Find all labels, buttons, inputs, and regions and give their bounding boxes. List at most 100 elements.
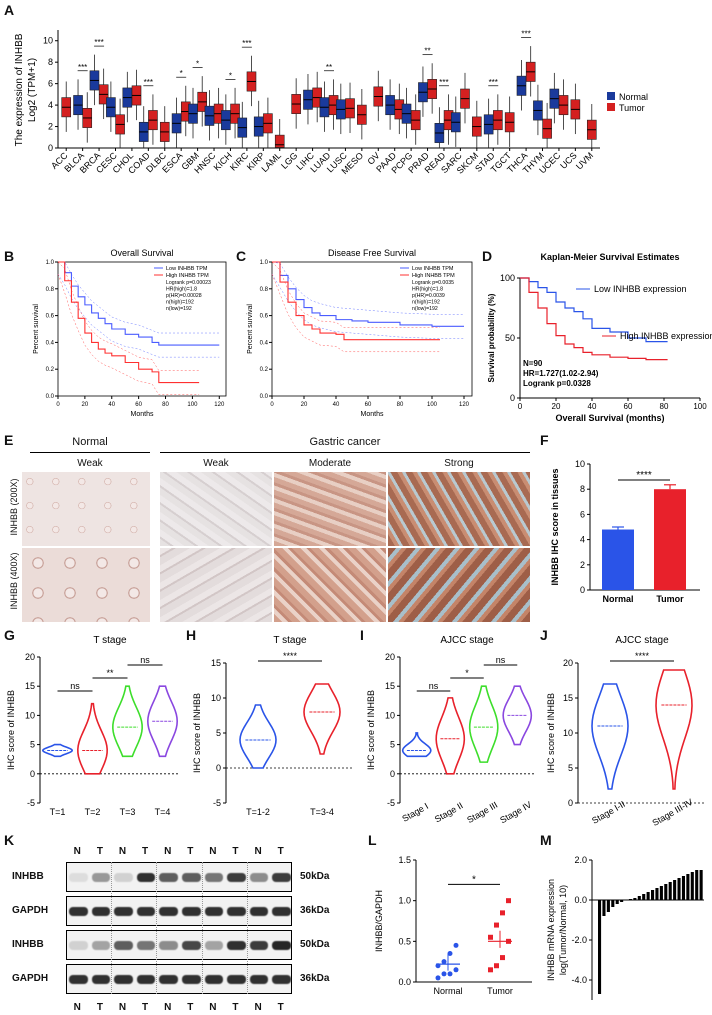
d-stat: Logrank p=0.0328 [523, 379, 591, 388]
chartC-stat: n(high)=192 [412, 300, 440, 306]
f-x-tick-label: Tumor [656, 594, 684, 604]
k-lane-label-bottom: T [232, 1002, 239, 1013]
l-point-tumor [488, 934, 493, 940]
chartG-x-tick-label: T=3 [120, 807, 136, 817]
k-lane-label-top: N [73, 846, 81, 857]
d-y-tick-label: 0 [510, 393, 515, 403]
chartC-ci-lower [271, 273, 440, 353]
chartI-sig-label: * [465, 668, 469, 678]
k-band [204, 873, 224, 882]
chartI-y-tick-label: 0 [390, 769, 395, 779]
k-row-label: GAPDH [12, 973, 49, 984]
a-y-tick-label: 10 [43, 36, 53, 46]
chartJ-y-tick-label: 10 [563, 728, 573, 738]
chartC-stat: p(HR)=0.0039 [412, 293, 445, 299]
chartB-x-tick-label: 80 [162, 402, 169, 408]
l-point-tumor [506, 898, 511, 904]
chartH-violin-0 [239, 704, 277, 769]
chartC-x-tick-label: 40 [333, 402, 340, 408]
e-row-label-wrap: INHBB (200X) [6, 474, 22, 546]
chart-d-km: Kaplan-Meier Survival Estimates 0 50 100 0 20… [487, 252, 712, 423]
m-bar [690, 872, 694, 900]
chartJ-y-tick-label: 20 [563, 658, 573, 668]
chartG-violin-0 [41, 743, 74, 758]
chartI-y-tick-label: 10 [385, 710, 395, 720]
k-band [69, 941, 88, 950]
chartB-stat: p(HR)=0.00028 [166, 293, 202, 299]
k-band [182, 975, 201, 984]
a-x-tick-label: UCS [558, 150, 579, 171]
l-point-tumor [500, 910, 505, 916]
k-size-label: 50kDa [300, 939, 330, 950]
l-point-tumor [488, 967, 493, 973]
chartC-y-tick-label: 0.6 [260, 314, 269, 320]
d-y-tick-label: 50 [505, 333, 515, 343]
k-band [204, 907, 224, 916]
chartB-x-tick-label: 100 [187, 402, 198, 408]
chartI-y-tick-label: -5 [387, 798, 395, 808]
chartC-x-tick-label: 120 [459, 402, 470, 408]
chartB-x-tick-label: 0 [56, 402, 60, 408]
panel-label-k: K [4, 832, 15, 848]
l-x-tick-label: Normal [433, 986, 462, 996]
chartC-x-tick-label: 0 [270, 402, 274, 408]
m-bar [598, 900, 602, 994]
a-box-tumor [274, 134, 285, 148]
f-y-tick-label: 0 [580, 585, 585, 595]
chartB-y-tick-label: 0.8 [46, 287, 55, 293]
d-x-tick-label: 80 [660, 402, 669, 411]
chart-a-boxplot: 0 2 4 6 8 10 The expression of INHBB Log2 (TPM+… [14, 30, 648, 177]
panel-label-i: I [360, 627, 364, 643]
k-lane-label-bottom: N [164, 1002, 172, 1013]
k-band [159, 941, 178, 950]
d-y-tick-label: 100 [500, 273, 515, 283]
chartB-stat: HR(high)=1.8 [166, 287, 197, 293]
l-point-normal [453, 967, 459, 973]
l-point-normal [453, 942, 459, 948]
f-bar-0 [602, 529, 634, 590]
m-bar [602, 900, 606, 916]
ihc-weak-200x [160, 472, 272, 546]
a-sig-label: * [196, 60, 199, 69]
chart-b-overall-survival: Overall Survival 0.0 0.2 0.4 0.6 0.8 1.0 0 20 40 6… [33, 248, 227, 418]
chartI-violin-2 [468, 685, 499, 763]
m-bar [695, 870, 699, 900]
chartI-y-label: IHC score of INHBB [366, 690, 376, 770]
chartC-y-tick-label: 0.0 [260, 394, 269, 400]
l-point-normal [435, 975, 441, 981]
e-row-label: INHBB (400X) [9, 552, 19, 610]
m-y-tick-label: 0.0 [574, 895, 587, 905]
l-y-tick-label: 1.0 [398, 896, 411, 906]
chartB-stat: n(high)=192 [166, 300, 194, 306]
chartH-sig-label: **** [283, 651, 298, 661]
chartJ-y-tick-label: 15 [563, 693, 573, 703]
m-bar [681, 876, 686, 900]
m-bar [646, 892, 650, 900]
panel-label-f: F [540, 432, 549, 448]
l-point-tumor [500, 955, 505, 961]
a-x-tick-label: KIRC [228, 150, 251, 173]
e-normal-header: Normal [72, 436, 108, 448]
a-sig-label: * [180, 69, 183, 78]
chartH-violin-1 [303, 683, 341, 755]
chartB-series-0 [58, 261, 220, 346]
k-band [91, 873, 111, 882]
chartG-violin-3 [146, 685, 179, 758]
chartJ-title: AJCC stage [615, 635, 669, 646]
d-high-label: High INHBB expression [620, 331, 712, 341]
chartG-violin-1 [77, 702, 108, 775]
k-lane-separator [246, 862, 248, 994]
chartC-x-tick-label: 80 [397, 402, 404, 408]
m-bar [642, 894, 646, 900]
l-y-tick-label: 0.0 [398, 977, 411, 987]
k-band [272, 975, 291, 984]
chartG-y-label: IHC score of INHBB [6, 690, 16, 770]
a-y-tick-label: 4 [48, 100, 53, 110]
k-band [136, 907, 156, 916]
k-lane-label-top: T [187, 846, 194, 857]
d-stat: N=90 [523, 359, 543, 368]
chartC-ci-upper [271, 261, 440, 328]
chartB-x-tick-label: 20 [82, 402, 89, 408]
k-blot-row [66, 862, 292, 892]
l-point-tumor [494, 922, 499, 928]
